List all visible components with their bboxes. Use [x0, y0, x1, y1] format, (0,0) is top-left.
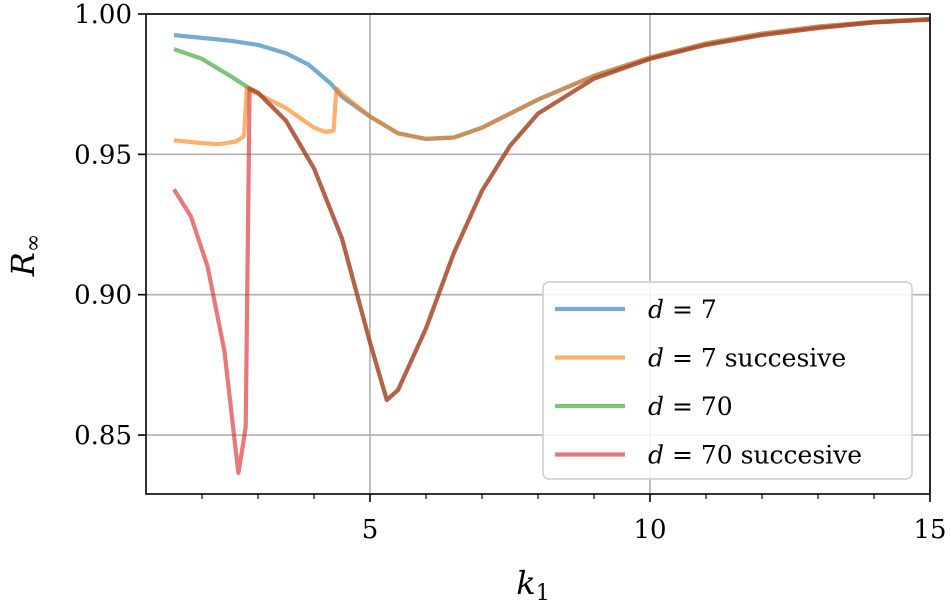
plot-lines — [172, 17, 931, 475]
y-tick-label: 0.95 — [74, 140, 132, 170]
legend-label: d = 7 succesive — [648, 344, 846, 373]
x-tick-label: 15 — [913, 515, 946, 545]
legend-label: d = 70 succesive — [648, 441, 862, 470]
y-tick-label: 0.90 — [74, 281, 132, 311]
y-axis-label: R∞ — [4, 234, 46, 277]
y-tick-label: 0.85 — [74, 421, 132, 451]
x-tick-label: 5 — [362, 515, 379, 545]
legend-label: d = 7 — [648, 295, 717, 324]
y-tick-label: 1.00 — [74, 0, 132, 30]
ticks: 5 10 15 0.85 0.90 0.95 1.00 — [74, 0, 946, 545]
legend-box — [542, 281, 913, 480]
x-tick-label: 10 — [633, 515, 666, 545]
legend: d = 7 d = 7 succesive d = 70 d = 70 succesi… — [542, 281, 913, 480]
legend-label: d = 70 — [648, 392, 733, 421]
x-axis-label: k1 — [516, 564, 549, 606]
series-line-4 — [172, 17, 931, 475]
